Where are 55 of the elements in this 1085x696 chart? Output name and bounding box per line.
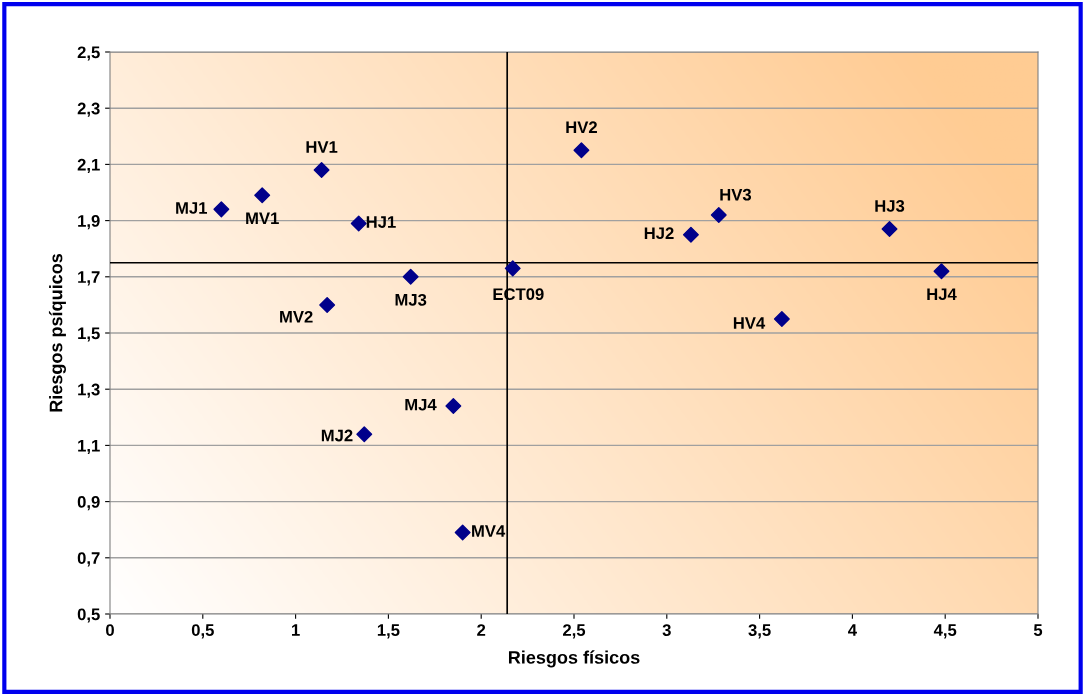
annotation: MJ1	[176, 202, 208, 214]
y-tick-label: 0,5	[77, 608, 100, 623]
point	[356, 426, 373, 443]
annotation: HV3	[720, 188, 752, 201]
annotation: HV2	[566, 121, 597, 133]
point	[504, 260, 521, 277]
point	[682, 226, 699, 243]
x-tick-label: 4	[848, 624, 857, 636]
point	[881, 221, 898, 238]
point	[710, 207, 727, 223]
annotation: MV4	[472, 525, 506, 537]
annotation: HV1	[306, 141, 338, 153]
x-tick-label: 3	[662, 624, 671, 636]
y-tick-label: 1,9	[78, 215, 100, 230]
y-tick-label: 2,1	[77, 158, 100, 174]
point	[254, 187, 271, 204]
y-tick-label: 1,5	[78, 327, 100, 342]
point	[350, 215, 367, 232]
x-tick-label: 0	[106, 624, 114, 636]
point	[933, 263, 950, 280]
y-axis-title: Riesgos psíquicos	[48, 253, 66, 412]
annotation: MJ4	[405, 398, 437, 411]
annotation: HJ4	[927, 288, 957, 301]
point	[319, 296, 336, 313]
y-tick-label: 1,7	[78, 271, 100, 286]
annotation: HJ2	[644, 227, 674, 240]
point	[773, 310, 790, 327]
x-tick-label: 4,5	[933, 624, 957, 639]
x-axis-title: Riesgos físicos	[508, 650, 640, 668]
annotation: MV1	[246, 212, 279, 225]
x-tick-label: 1,5	[377, 624, 400, 639]
y-tick-label: 1,3	[78, 383, 100, 398]
x-tick-label: 2,5	[562, 624, 586, 639]
y-tick-label: 0,9	[77, 496, 100, 511]
x-tick-label: 0,5	[191, 624, 214, 639]
y-tick-label: 0,7	[77, 552, 100, 567]
annotation: HJ1	[366, 216, 396, 228]
annotation: MV2	[280, 310, 313, 323]
x-tick-label: 1	[292, 624, 300, 636]
x-tick-label: 2	[477, 624, 486, 636]
point	[573, 142, 590, 159]
y-tick-label: 1,1	[78, 439, 100, 455]
annotation: MJ2	[321, 429, 353, 442]
x-tick-label: 3,5	[748, 624, 771, 639]
point	[454, 524, 471, 541]
point	[445, 398, 462, 415]
x-tick-label: 5	[1033, 624, 1043, 636]
annotation: HV4	[733, 317, 766, 329]
annotation: MJ3	[395, 293, 427, 306]
y-tick-label: 2,5	[77, 46, 100, 61]
point	[402, 268, 419, 285]
annotation: HJ3	[875, 200, 905, 212]
point	[313, 162, 330, 178]
point	[213, 201, 230, 218]
y-tick-label: 2,3	[77, 102, 100, 117]
